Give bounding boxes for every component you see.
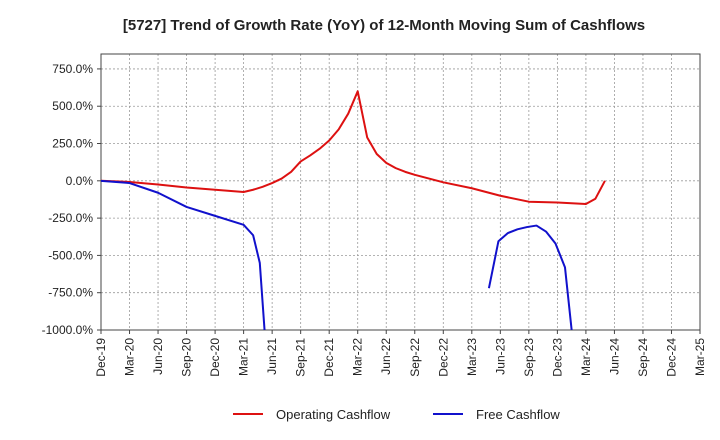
x-tick-label: Mar-23 <box>465 338 479 376</box>
y-axis-tick-labels: 750.0% 500.0% 250.0% 0.0% -250.0% -500.0% -750… <box>42 62 94 337</box>
x-tick-label: Jun-24 <box>607 338 621 375</box>
legend-label-operating-cashflow: Operating Cashflow <box>276 407 391 422</box>
series-line-operating-cashflow <box>101 90 606 205</box>
x-axis-tick-labels: Dec-19 Mar-20 Jun-20 Sep-20 Dec-20 Mar-21 Jun-… <box>94 338 707 377</box>
x-tick-label: Jun-21 <box>265 338 279 375</box>
plot-area-frame <box>100 53 701 331</box>
x-tick-label: Dec-20 <box>208 338 222 377</box>
x-tick-label: Dec-24 <box>664 338 678 377</box>
grid-lines <box>97 54 701 334</box>
x-tick-label: Jun-23 <box>493 338 507 375</box>
y-tick-label: 250.0% <box>52 137 93 151</box>
series-lines <box>101 90 606 330</box>
y-tick-label: -1000.0% <box>42 323 94 337</box>
legend-label-free-cashflow: Free Cashflow <box>476 407 560 422</box>
series-line-free-cashflow <box>101 179 266 330</box>
x-tick-label: Dec-21 <box>322 338 336 377</box>
y-tick-label: 0.0% <box>66 174 94 188</box>
x-tick-label: Dec-22 <box>436 338 450 377</box>
x-tick-label: Sep-24 <box>636 338 650 377</box>
y-tick-label: -500.0% <box>48 248 93 262</box>
x-tick-label: Jun-22 <box>379 338 393 375</box>
series-line-free-cashflow <box>487 224 573 330</box>
x-tick-label: Mar-24 <box>579 338 593 376</box>
y-tick-label: 750.0% <box>52 62 93 76</box>
x-tick-label: Sep-21 <box>294 338 308 377</box>
x-tick-label: Sep-23 <box>522 338 536 377</box>
x-tick-label: Mar-22 <box>351 338 365 376</box>
x-tick-label: Mar-20 <box>123 338 137 376</box>
y-tick-label: -750.0% <box>48 286 93 300</box>
x-tick-label: Dec-19 <box>94 338 108 377</box>
y-tick-label: -250.0% <box>48 211 93 225</box>
x-tick-label: Sep-22 <box>408 338 422 377</box>
y-tick-label: 500.0% <box>52 99 93 113</box>
x-tick-label: Mar-21 <box>237 338 251 376</box>
legend: Operating Cashflow Free Cashflow <box>233 407 560 422</box>
chart-title: [5727] Trend of Growth Rate (YoY) of 12-… <box>123 17 645 34</box>
x-tick-label: Sep-20 <box>180 338 194 377</box>
x-tick-label: Jun-20 <box>151 338 165 375</box>
x-tick-label: Dec-23 <box>550 338 564 377</box>
x-tick-label: Mar-25 <box>693 338 707 376</box>
